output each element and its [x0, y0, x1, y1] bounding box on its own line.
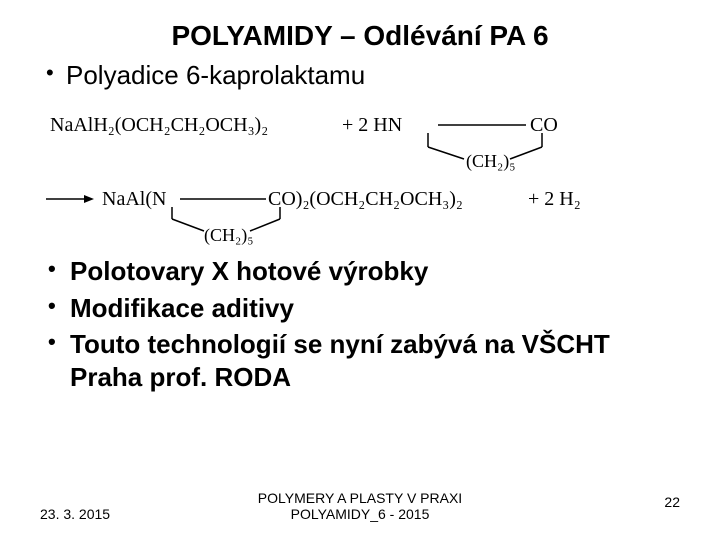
slide-container: POLYAMIDY – Odlévání PA 6 Polyadice 6-ka… — [0, 0, 720, 540]
title-part1: POLYAMIDY — [171, 20, 332, 51]
title-part2: – Odlévání PA 6 — [332, 20, 548, 51]
bullet-bottom-1: Modifikace aditivy — [40, 292, 680, 325]
eq-plus1: + 2 HN — [342, 114, 402, 136]
eq-reactant1: NaAlH₂(OCH₂CH₂OCH₃)₂ — [50, 114, 268, 136]
eq-ch2-bot: (CH₂)₅ — [204, 225, 254, 245]
eq-prod-left: NaAl(N — [102, 188, 166, 210]
slide-title: POLYAMIDY – Odlévání PA 6 — [40, 20, 680, 52]
eq-ring-bl1 — [428, 147, 464, 159]
eq-co-top: CO — [530, 114, 558, 136]
bullet-bottom-2: Touto technologií se nyní zabývá na VŠCH… — [40, 328, 680, 393]
eq-ring-bl2 — [172, 219, 204, 231]
footer-date: 23. 3. 2015 — [40, 506, 110, 522]
bullet-top: Polyadice 6-kaprolaktamu — [40, 60, 680, 91]
eq-arrow-head — [84, 195, 94, 203]
eq-plus2: + 2 H₂ — [528, 188, 581, 210]
chemical-equation: NaAlH₂(OCH₂CH₂OCH₃)₂ + 2 HN CO (CH₂)₅ Na… — [40, 99, 680, 245]
footer-line2: POLYAMIDY_6 - 2015 — [291, 506, 430, 522]
footer-center: POLYMERY A PLASTY V PRAXI POLYAMIDY_6 - … — [40, 490, 680, 522]
footer-page: 22 — [664, 494, 680, 510]
eq-ring-br2 — [250, 219, 280, 231]
eq-prod-right: CO)₂(OCH₂CH₂OCH₃)₂ — [268, 188, 463, 210]
eq-ch2-top: (CH₂)₅ — [466, 151, 516, 172]
footer-line1: POLYMERY A PLASTY V PRAXI — [258, 490, 462, 506]
slide-footer: 23. 3. 2015 POLYMERY A PLASTY V PRAXI PO… — [40, 490, 680, 522]
bullet-bottom-0: Polotovary X hotové výrobky — [40, 255, 680, 288]
